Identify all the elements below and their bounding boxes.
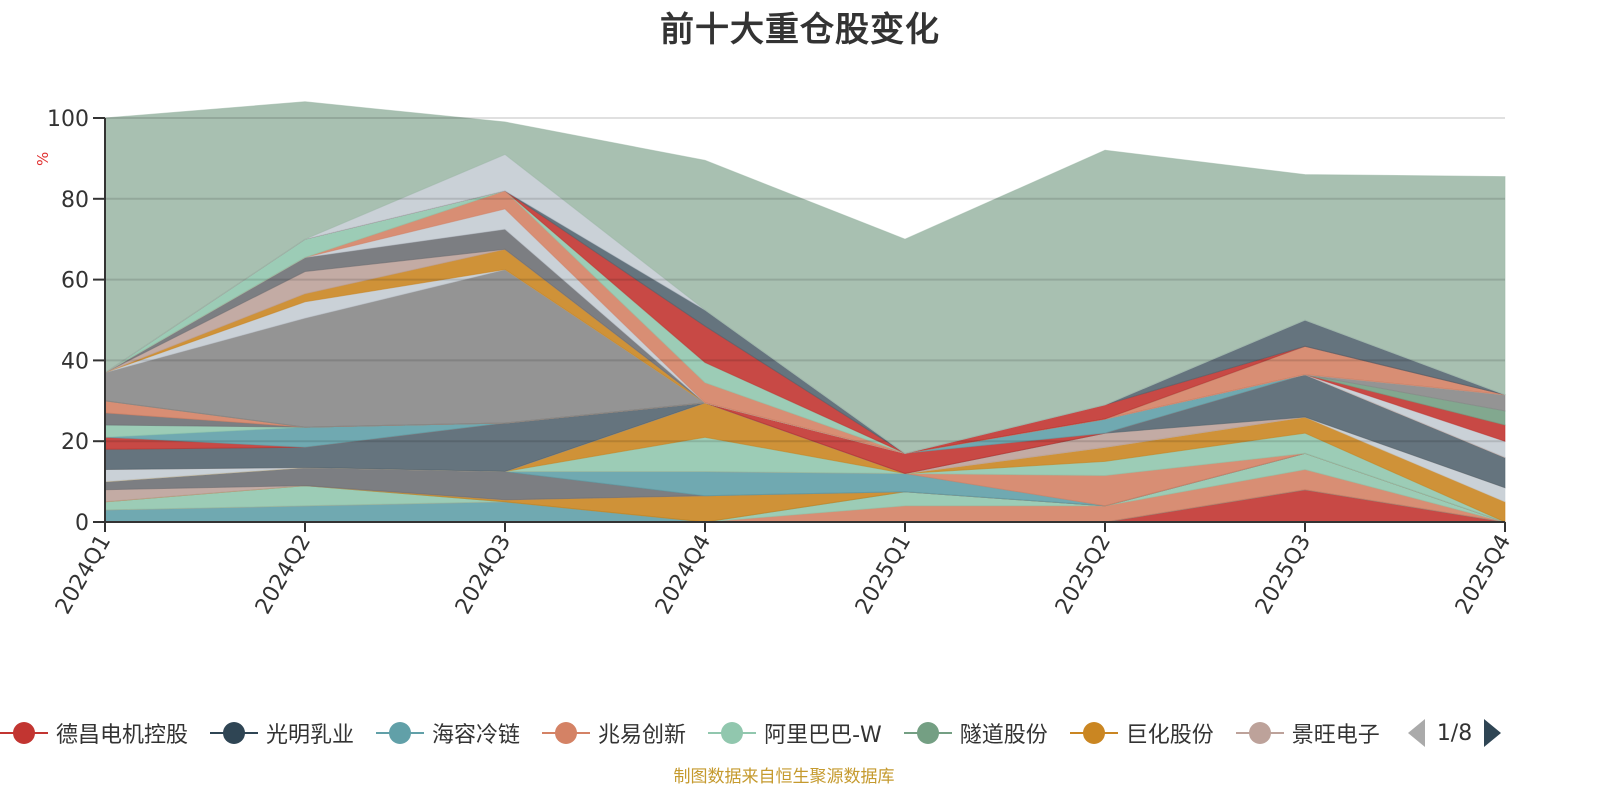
legend-marker-dot	[223, 722, 246, 744]
x-tick-label-1: 2024Q2	[251, 531, 316, 619]
y-tick-label-60: 60	[61, 269, 89, 294]
area-series-group	[104, 101, 1506, 523]
legend-marker-dot	[555, 722, 578, 744]
legend-marker-icon	[210, 720, 259, 746]
legend-marker-icon	[1069, 720, 1118, 746]
legend-item-3[interactable]: 兆易创新	[542, 717, 686, 749]
chart-title: 前十大重仓股变化	[660, 10, 940, 50]
legend-item-1[interactable]: 光明乳业	[210, 717, 354, 749]
x-tick-label-7: 2025Q4	[1451, 531, 1516, 619]
x-tick-label-0: 2024Q1	[51, 531, 116, 619]
legend-label: 巨化股份	[1125, 723, 1214, 748]
legend-marker-dot	[721, 722, 744, 744]
y-tick-label-0: 0	[75, 511, 89, 536]
legend-item-5[interactable]: 隧道股份	[903, 717, 1048, 749]
legend-item-2[interactable]: 海容冷链	[376, 717, 520, 749]
legend-item-0[interactable]: 德昌电机控股	[0, 717, 188, 749]
source-note: 制图数据来自恒生聚源数据库	[673, 767, 895, 787]
legend-label: 兆易创新	[598, 723, 687, 748]
legend-item-6[interactable]: 巨化股份	[1069, 717, 1214, 749]
legend-marker-icon	[903, 720, 952, 746]
legend-marker-dot	[389, 722, 412, 744]
legend-marker-icon	[708, 720, 757, 746]
legend-marker-dot	[13, 722, 35, 744]
y-tick-label-80: 80	[61, 188, 89, 213]
pager-next-icon[interactable]	[1484, 719, 1502, 747]
area-series-35	[104, 101, 1506, 454]
legend-label: 光明乳业	[266, 723, 355, 748]
legend-marker-icon	[0, 720, 48, 746]
legend-item-4[interactable]: 阿里巴巴-W	[708, 717, 882, 749]
legend-label: 隧道股份	[959, 723, 1048, 748]
legend-marker-icon	[542, 720, 591, 746]
legend-items: 德昌电机控股 光明乳业 海容冷链 兆易创新 阿里巴巴-W 隧道股份 巨化股份 景旺电子	[0, 717, 1402, 749]
legend-label: 景旺电子	[1291, 723, 1380, 748]
x-tick-label-5: 2025Q2	[1051, 531, 1116, 619]
legend-pager: 1/8	[1407, 719, 1502, 747]
legend-marker-dot	[1082, 722, 1105, 744]
x-tick-label-2: 2024Q3	[451, 531, 516, 619]
y-axis-label: %	[34, 152, 52, 166]
y-tick-label-100: 100	[47, 107, 89, 132]
x-tick-label-6: 2025Q3	[1251, 531, 1316, 619]
x-tick-label-4: 2025Q1	[851, 531, 916, 619]
pager-prev-icon[interactable]	[1407, 719, 1425, 747]
x-tick-label-3: 2024Q4	[651, 531, 716, 619]
y-tick-label-20: 20	[61, 430, 89, 455]
pager-text: 1/8	[1436, 720, 1473, 746]
legend-marker-dot	[916, 722, 939, 744]
legend-marker-icon	[376, 720, 425, 746]
legend: 德昌电机控股 光明乳业 海容冷链 兆易创新 阿里巴巴-W 隧道股份 巨化股份 景旺电子 1/8	[0, 716, 1502, 750]
legend-marker-dot	[1248, 722, 1271, 744]
legend-item-7[interactable]: 景旺电子	[1235, 717, 1380, 749]
legend-label: 德昌电机控股	[56, 723, 189, 748]
y-tick-label-40: 40	[61, 349, 89, 374]
legend-label: 阿里巴巴-W	[764, 723, 882, 748]
legend-label: 海容冷链	[432, 723, 521, 748]
legend-marker-icon	[1235, 720, 1284, 746]
